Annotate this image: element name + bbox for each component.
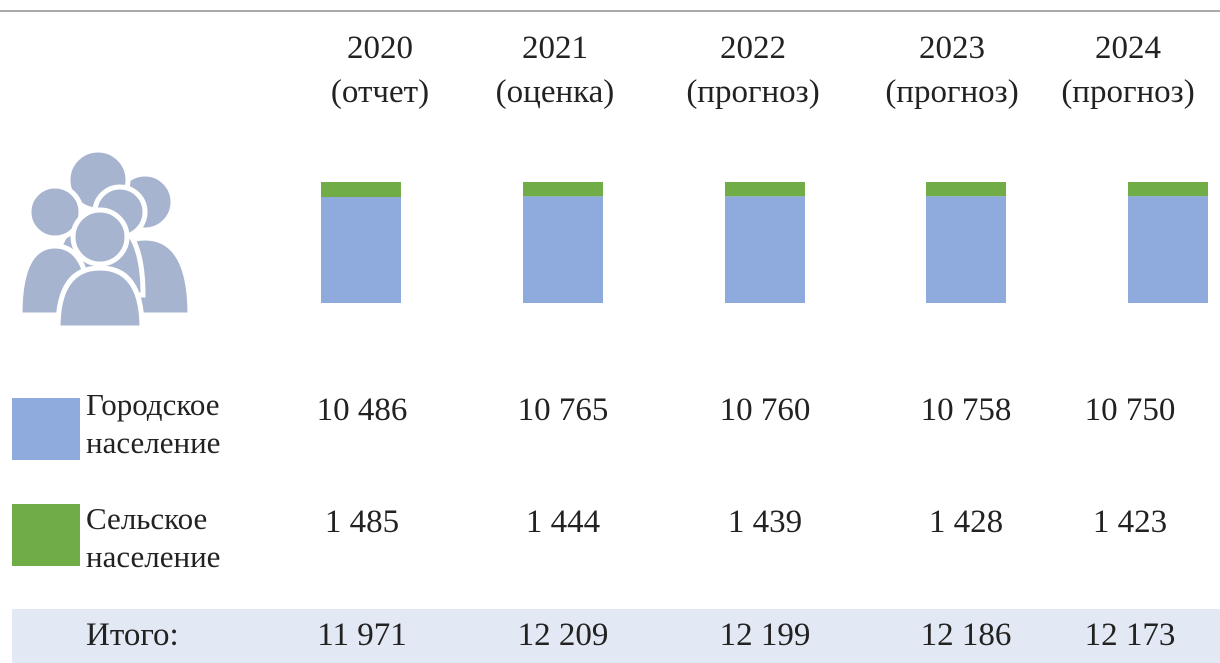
bar-urban-2020 xyxy=(321,197,401,303)
year-label: 2024 xyxy=(1095,30,1161,66)
year-header-2023: 2023 (прогноз) xyxy=(852,26,1052,114)
year-label: 2020 xyxy=(347,30,413,66)
year-header-2021: 2021 (оценка) xyxy=(455,26,655,114)
year-note: (оценка) xyxy=(495,74,615,110)
urban-value-2024: 10 750 xyxy=(1084,392,1176,428)
total-value-2021: 12 209 xyxy=(517,617,609,653)
total-value-2020: 11 971 xyxy=(317,617,407,653)
top-rule xyxy=(0,10,1220,12)
rural-value-2022: 1 439 xyxy=(727,504,803,540)
legend-swatch-rural xyxy=(12,504,80,566)
bar-urban-2024 xyxy=(1128,196,1208,303)
total-label: Итого: xyxy=(86,617,179,653)
bar-rural-2022 xyxy=(725,182,805,197)
rural-value-2020: 1 485 xyxy=(324,504,400,540)
year-note: (прогноз) xyxy=(1061,74,1195,110)
rural-value-2024: 1 423 xyxy=(1092,504,1168,540)
urban-value-2022: 10 760 xyxy=(719,392,811,428)
legend-label-rural: Сельское население xyxy=(86,501,221,574)
rural-value-2023: 1 428 xyxy=(928,504,1004,540)
year-note: (прогноз) xyxy=(885,74,1019,110)
year-label: 2023 xyxy=(919,30,985,66)
year-label: 2021 xyxy=(522,30,588,66)
bar-urban-2022 xyxy=(725,196,805,303)
bar-rural-2021 xyxy=(523,182,603,197)
year-note: (отчет) xyxy=(330,74,430,110)
year-note: (прогноз) xyxy=(686,74,820,110)
total-value-2024: 12 173 xyxy=(1084,617,1176,653)
bar-urban-2021 xyxy=(523,196,603,303)
urban-value-2020: 10 486 xyxy=(316,392,408,428)
people-group-icon xyxy=(18,150,193,330)
bar-rural-2024 xyxy=(1128,182,1208,197)
legend-swatch-urban xyxy=(12,398,80,460)
year-header-2024: 2024 (прогноз) xyxy=(1028,26,1220,114)
bar-rural-2023 xyxy=(926,182,1006,197)
rural-value-2021: 1 444 xyxy=(525,504,601,540)
total-row-band xyxy=(12,609,1220,663)
year-header-2020: 2020 (отчет) xyxy=(280,26,480,114)
year-header-2022: 2022 (прогноз) xyxy=(653,26,853,114)
year-label: 2022 xyxy=(720,30,786,66)
total-value-2022: 12 199 xyxy=(719,617,811,653)
urban-value-2021: 10 765 xyxy=(517,392,609,428)
urban-value-2023: 10 758 xyxy=(920,392,1012,428)
bar-rural-2020 xyxy=(321,182,401,198)
bar-urban-2023 xyxy=(926,196,1006,303)
total-value-2023: 12 186 xyxy=(920,617,1012,653)
legend-label-urban: Городское население xyxy=(86,387,221,460)
